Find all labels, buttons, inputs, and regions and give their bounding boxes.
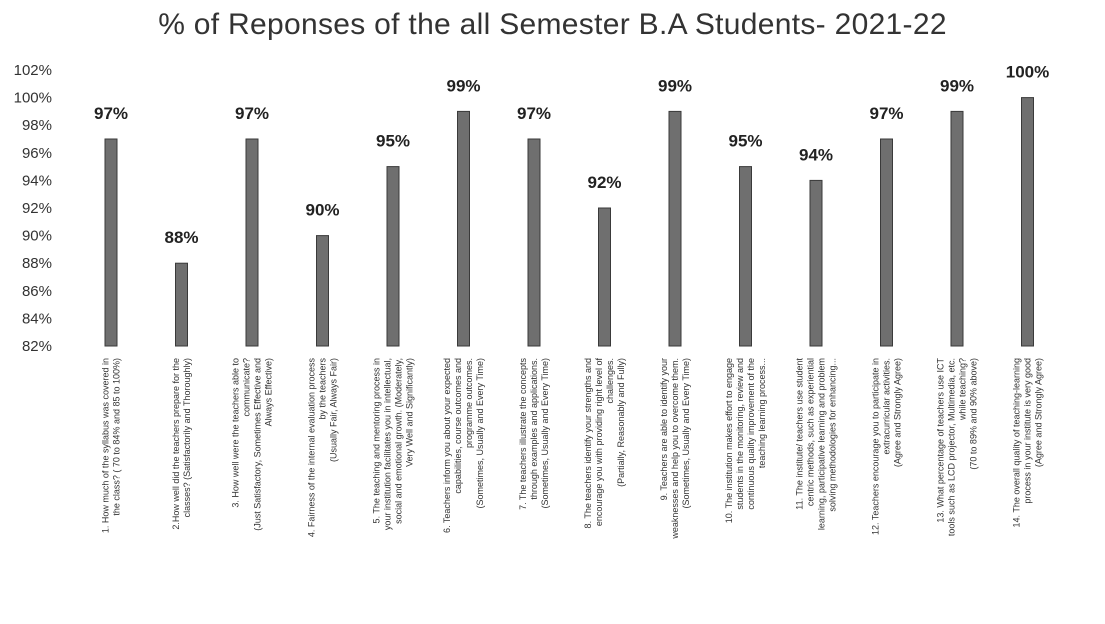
x-tick-label: (Agree and Strongly Agree) [893, 358, 903, 467]
data-label: 95% [376, 132, 410, 151]
x-tick-label: 14. The overall quality of teaching-lear… [1012, 358, 1022, 527]
x-tick-label: classes? (Satisfactorily and Thoroughly) [182, 358, 192, 517]
data-label: 97% [869, 104, 903, 123]
x-tick-label: extracurricular activities. [882, 358, 892, 455]
y-tick-label: 88% [22, 255, 52, 272]
x-tick-label: 11. The institute/ teachers use student [795, 358, 805, 510]
x-tick-label: (Sometimes, Usually and Every Time) [540, 358, 550, 509]
bar [245, 138, 259, 347]
bar [880, 138, 893, 347]
data-label: 99% [446, 76, 480, 95]
bar [950, 110, 964, 347]
x-tick-label: while teaching? [958, 358, 968, 421]
x-tick-label: 5. The teaching and mentoring process in [372, 358, 382, 523]
bar [527, 138, 541, 347]
x-tick-label: students in the monitoring, review and [735, 358, 745, 510]
data-label: 95% [728, 132, 762, 151]
bar [1021, 97, 1034, 347]
x-tick-label: (Just Satisfactory, Sometimes Effective … [253, 358, 263, 531]
x-tick-label: process in your institute is very good [1023, 358, 1033, 504]
x-tick-label: continuous quality improvement of the [746, 358, 756, 510]
y-tick-label: 96% [22, 145, 52, 162]
bar [316, 235, 329, 347]
bar [104, 138, 118, 347]
bar [668, 110, 682, 347]
x-tick-label: 10. The institution makes effort to enga… [724, 358, 734, 523]
x-tick-label: (Agree and Strongly Agree) [1034, 358, 1044, 467]
y-tick-label: 86% [22, 283, 52, 300]
data-label: 99% [658, 76, 692, 95]
data-label: 88% [164, 228, 198, 247]
x-tick-label: your institution facilitates you in inte… [383, 358, 393, 530]
x-tick-label: learning, participative learning and pro… [817, 358, 827, 530]
bar [386, 166, 400, 347]
x-tick-label: (70 to 89% and 90% above) [969, 358, 979, 470]
x-tick-label: programme outcomes. [464, 358, 474, 448]
bar [457, 110, 470, 347]
x-tick-label: 6. Teachers inform you about your expect… [442, 358, 452, 533]
data-label: 97% [94, 104, 128, 123]
x-tick-label: 2.How well did the teachers prepare for … [171, 358, 181, 530]
data-label: 100% [1006, 63, 1049, 82]
x-tick-label: encourage you with providing right level… [594, 358, 604, 527]
bar [598, 207, 611, 347]
x-tick-label: challenges. [605, 358, 615, 404]
y-tick-label: 102% [14, 62, 52, 79]
y-axis: 82% 84% 86% 88% 90% 92% 94% 96% 98% 100% 102% [14, 62, 52, 355]
x-tick-label: teaching learning process... [757, 358, 767, 468]
x-tick-label: social and emotional growth. (Moderately… [394, 358, 404, 524]
x-tick-label: solving methodologies for enhancing... [828, 358, 838, 512]
x-labels-group: 1. How much of the syllabus was covered … [101, 358, 1044, 540]
x-tick-label: 7. The teachers illustrate the concepts [518, 358, 528, 510]
x-tick-label: 13. What percentage of teachers use ICT [936, 358, 946, 523]
x-tick-label: through examples and applications. [529, 358, 539, 500]
chart-title: % of Reponses of the all Semester B.A St… [158, 8, 947, 41]
data-labels-group: 97% 88% 97% 90% 95% 99% 97% 92% 99% 95% 94% 97% 99% 1… [94, 63, 1049, 248]
data-label: 97% [235, 104, 269, 123]
y-tick-label: 90% [22, 228, 52, 245]
y-tick-label: 100% [14, 90, 52, 107]
x-tick-label: 8. The teachers identify your strengths … [583, 358, 593, 528]
data-label: 99% [940, 76, 974, 95]
y-tick-label: 92% [22, 200, 52, 217]
x-tick-label: 9. Teachers are able to identify your [659, 358, 669, 500]
bar [809, 179, 823, 347]
x-tick-label: (Sometimes, Usually and Every Time) [475, 358, 485, 509]
data-label: 94% [799, 145, 833, 164]
data-label: 90% [305, 201, 339, 220]
x-tick-label: 4. Fairness of the internal evaluation p… [307, 358, 317, 538]
x-tick-label: (Sometimes, Usually and Every Time) [681, 358, 691, 509]
bar [175, 262, 188, 347]
x-tick-label: 12. Teachers encourage you to participat… [871, 358, 881, 535]
bar [739, 166, 752, 347]
x-tick-label: weaknesses and help you to overcome them… [670, 358, 680, 540]
bars-group [104, 97, 1034, 347]
x-tick-label: capabilities, course outcomes and [453, 358, 463, 494]
x-tick-label: (Usually Fair, Always Fair) [329, 358, 339, 462]
x-tick-label: Very Well and Significantly) [405, 358, 415, 467]
x-tick-label: Always Effective) [264, 358, 274, 426]
x-tick-label: by the teachers [318, 358, 328, 420]
x-tick-label: tools such as LCD projector, Multimedia,… [947, 358, 957, 536]
data-label: 92% [587, 173, 621, 192]
y-tick-label: 82% [22, 338, 52, 355]
x-tick-label: communicate? [242, 358, 252, 417]
x-tick-label: (Partially, Reasonably and Fully) [616, 358, 626, 487]
y-tick-label: 94% [22, 172, 52, 189]
y-tick-label: 98% [22, 117, 52, 134]
x-tick-label: the class? ( 70 to 84% and 85 to 100%) [112, 358, 122, 516]
data-label: 97% [517, 104, 551, 123]
x-tick-label: 3. How well were the teachers able to [231, 358, 241, 508]
x-tick-label: centric methods, such as experiential [806, 358, 816, 506]
x-tick-label: 1. How much of the syllabus was covered … [101, 358, 111, 533]
y-tick-label: 84% [22, 310, 52, 327]
